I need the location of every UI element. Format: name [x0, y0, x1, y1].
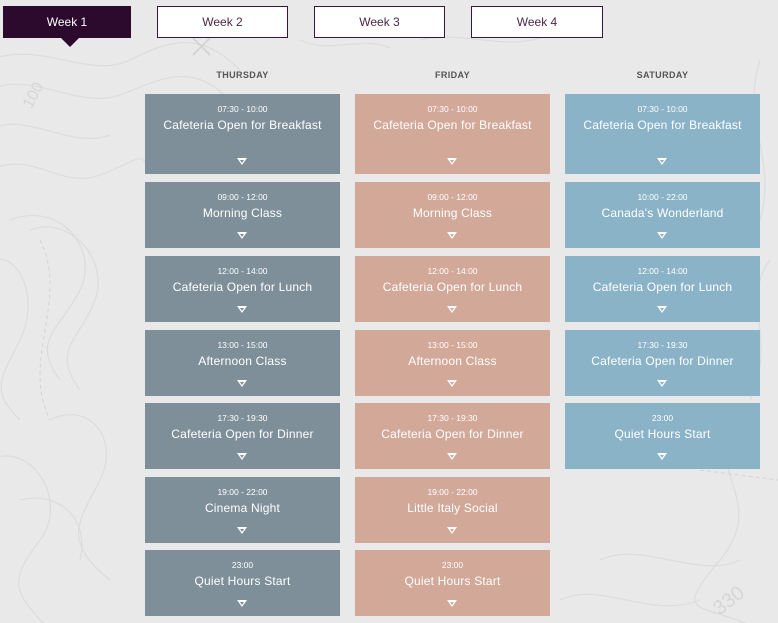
event-title: Little Italy Social [407, 501, 498, 515]
event-time: 17:30 - 19:30 [427, 413, 478, 423]
event-title: Cinema Night [204, 501, 281, 515]
event-title: Quiet Hours Start [194, 574, 291, 588]
chevron-down-icon[interactable] [237, 600, 247, 607]
event-card[interactable]: 12:00 - 14:00 Cafeteria Open for Lunch [355, 256, 550, 322]
chevron-down-icon[interactable] [447, 453, 457, 460]
event-time: 23:00 [651, 413, 674, 423]
event-title: Afternoon Class [198, 354, 287, 368]
map-elevation-label: 330 [709, 582, 749, 620]
chevron-down-icon[interactable] [657, 380, 667, 387]
event-card[interactable]: 17:30 - 19:30 Cafeteria Open for Dinner [565, 330, 760, 396]
chevron-down-icon[interactable] [447, 232, 457, 239]
day-column-thursday: THURSDAY 07:30 - 10:00 Cafeteria Open fo… [145, 66, 340, 616]
chevron-down-icon[interactable] [237, 527, 247, 534]
chevron-down-icon[interactable] [237, 232, 247, 239]
chevron-down-icon[interactable] [237, 380, 247, 387]
event-card[interactable]: 12:00 - 14:00 Cafeteria Open for Lunch [145, 256, 340, 322]
event-time: 09:00 - 12:00 [427, 192, 478, 202]
chevron-down-icon[interactable] [657, 158, 667, 165]
chevron-down-icon[interactable] [657, 306, 667, 313]
event-time: 07:30 - 10:00 [217, 104, 268, 114]
event-time: 13:00 - 15:00 [217, 340, 268, 350]
chevron-down-icon[interactable] [237, 158, 247, 165]
day-heading: FRIDAY [434, 70, 471, 80]
event-title: Cafeteria Open for Dinner [171, 427, 314, 441]
week-tabs: Week 1 Week 2 Week 3 Week 4 [0, 0, 778, 50]
event-card[interactable]: 07:30 - 10:00 Cafeteria Open for Breakfa… [565, 94, 760, 174]
chevron-down-icon[interactable] [447, 306, 457, 313]
event-title: Cafeteria Open for Dinner [381, 427, 524, 441]
event-title: Cafeteria Open for Lunch [592, 280, 733, 294]
event-title: Quiet Hours Start [614, 427, 711, 441]
event-card[interactable]: 13:00 - 15:00 Afternoon Class [355, 330, 550, 396]
tab-week-4[interactable]: Week 4 [471, 6, 603, 38]
event-time: 23:00 [441, 560, 464, 570]
event-title: Canada's Wonderland [601, 206, 724, 220]
event-card[interactable]: 10:00 - 22:00 Canada's Wonderland [565, 182, 760, 248]
event-title: Morning Class [202, 206, 283, 220]
tab-week-1[interactable]: Week 1 [3, 6, 131, 47]
tab-label: Week 2 [202, 15, 243, 29]
event-time: 12:00 - 14:00 [637, 266, 688, 276]
event-time: 17:30 - 19:30 [637, 340, 688, 350]
event-title: Quiet Hours Start [404, 574, 501, 588]
event-title: Cafeteria Open for Lunch [172, 280, 313, 294]
chevron-down-icon[interactable] [447, 380, 457, 387]
tab-week-3[interactable]: Week 3 [314, 6, 445, 38]
event-card[interactable]: 23:00 Quiet Hours Start [565, 403, 760, 469]
event-card[interactable]: 17:30 - 19:30 Cafeteria Open for Dinner [355, 403, 550, 469]
event-time: 13:00 - 15:00 [427, 340, 478, 350]
event-time: 19:00 - 22:00 [427, 487, 478, 497]
tab-label: Week 3 [359, 15, 400, 29]
event-title: Cafeteria Open for Breakfast [373, 118, 532, 132]
event-time: 09:00 - 12:00 [217, 192, 268, 202]
day-column-saturday: SATURDAY 07:30 - 10:00 Cafeteria Open fo… [565, 66, 760, 469]
event-card[interactable]: 23:00 Quiet Hours Start [145, 550, 340, 616]
tab-week-2[interactable]: Week 2 [157, 6, 288, 38]
event-card[interactable]: 23:00 Quiet Hours Start [355, 550, 550, 616]
event-time: 12:00 - 14:00 [427, 266, 478, 276]
tab-label: Week 4 [516, 15, 558, 29]
event-time: 19:00 - 22:00 [217, 487, 268, 497]
event-title: Cafeteria Open for Breakfast [163, 118, 322, 132]
event-title: Cafeteria Open for Breakfast [583, 118, 742, 132]
event-card[interactable]: 07:30 - 10:00 Cafeteria Open for Breakfa… [355, 94, 550, 174]
chevron-down-icon[interactable] [657, 453, 667, 460]
event-card[interactable]: 12:00 - 14:00 Cafeteria Open for Lunch [565, 256, 760, 322]
event-title: Morning Class [412, 206, 493, 220]
event-card[interactable]: 19:00 - 22:00 Little Italy Social [355, 477, 550, 543]
event-time: 23:00 [231, 560, 254, 570]
event-card[interactable]: 09:00 - 12:00 Morning Class [145, 182, 340, 248]
event-time: 07:30 - 10:00 [427, 104, 478, 114]
event-time: 10:00 - 22:00 [637, 192, 688, 202]
event-card[interactable]: 13:00 - 15:00 Afternoon Class [145, 330, 340, 396]
event-time: 12:00 - 14:00 [217, 266, 268, 276]
chevron-down-icon[interactable] [237, 306, 247, 313]
event-card[interactable]: 07:30 - 10:00 Cafeteria Open for Breakfa… [145, 94, 340, 174]
event-card[interactable]: 09:00 - 12:00 Morning Class [355, 182, 550, 248]
chevron-down-icon[interactable] [447, 527, 457, 534]
chevron-down-icon[interactable] [237, 453, 247, 460]
event-title: Cafeteria Open for Dinner [591, 354, 734, 368]
day-heading: SATURDAY [636, 70, 689, 80]
chevron-down-icon[interactable] [657, 232, 667, 239]
chevron-down-icon[interactable] [447, 600, 457, 607]
event-card[interactable]: 19:00 - 22:00 Cinema Night [145, 477, 340, 543]
event-time: 17:30 - 19:30 [217, 413, 268, 423]
tab-label: Week 1 [46, 15, 88, 29]
day-column-friday: FRIDAY 07:30 - 10:00 Cafeteria Open for … [355, 66, 550, 616]
chevron-down-icon[interactable] [447, 158, 457, 165]
event-title: Cafeteria Open for Lunch [382, 280, 523, 294]
event-title: Afternoon Class [408, 354, 497, 368]
day-heading: THURSDAY [216, 70, 269, 80]
event-card[interactable]: 17:30 - 19:30 Cafeteria Open for Dinner [145, 403, 340, 469]
event-time: 07:30 - 10:00 [637, 104, 688, 114]
